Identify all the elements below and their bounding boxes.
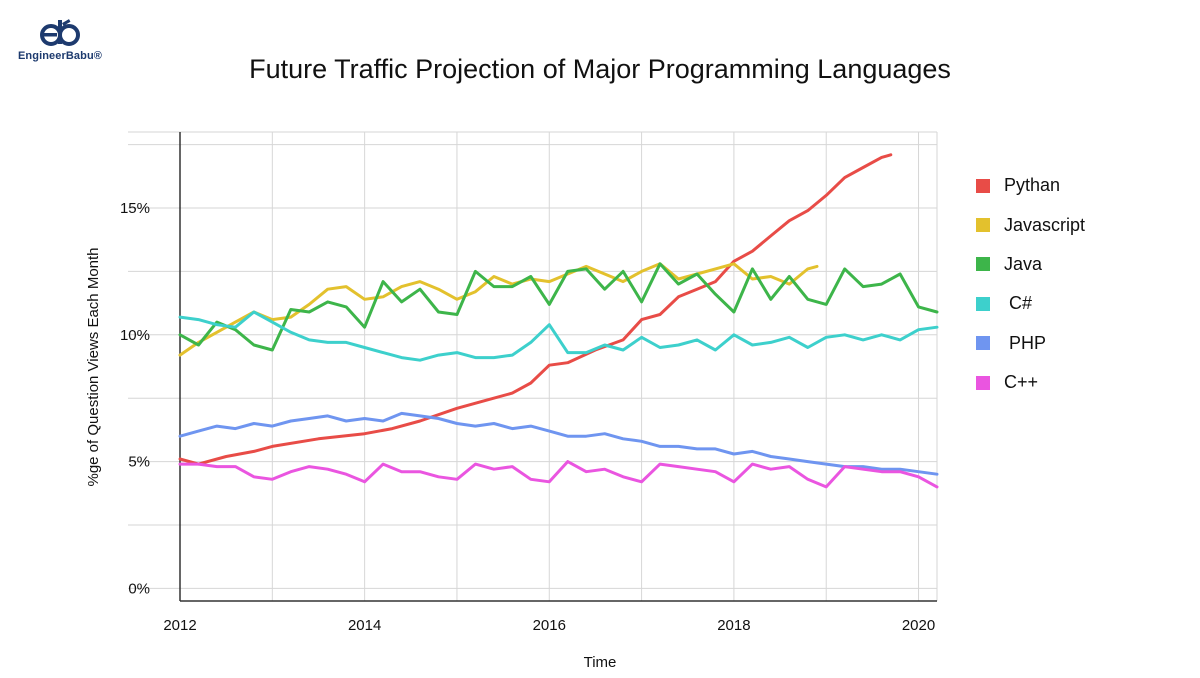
series-line-c <box>178 460 939 489</box>
series-line-java <box>178 262 939 352</box>
chart-legend: Pythan Javascript Java C# PHP C++ <box>976 166 1085 402</box>
legend-label: PHP <box>1004 332 1047 353</box>
gridlines <box>128 131 938 602</box>
legend-item: PHP <box>976 324 1085 363</box>
x-tick-label: 2012 <box>163 617 196 634</box>
legend-label: Pythan <box>1004 175 1061 196</box>
brand-name: EngineerBabu® <box>18 50 102 62</box>
series-line-php <box>178 411 939 476</box>
legend-swatch <box>976 336 990 351</box>
x-tick-label: 2018 <box>717 617 750 634</box>
legend-label: C# <box>1004 293 1033 314</box>
series-line-pythan <box>178 153 893 466</box>
series-lines <box>178 153 939 489</box>
legend-label: C++ <box>1004 372 1039 393</box>
x-tick-label: 2020 <box>902 617 935 634</box>
y-axis-ticks: 0% 5% 10% 15% <box>120 200 150 597</box>
legend-item: Pythan <box>976 166 1085 205</box>
engineerbabu-logo-icon <box>40 19 80 46</box>
x-axis-ticks: 2012 2014 2016 2018 2020 <box>163 617 935 634</box>
legend-label: Javascript <box>1004 214 1086 235</box>
y-tick-label: 15% <box>120 200 150 217</box>
series-line-c <box>178 310 939 362</box>
y-axis-label: %ge of Question Views Each Month <box>85 247 102 486</box>
x-tick-label: 2014 <box>348 617 381 634</box>
chart-title: Future Traffic Projection of Major Progr… <box>249 54 951 84</box>
x-tick-label: 2016 <box>533 617 566 634</box>
x-axis-label: Time <box>584 654 617 671</box>
legend-label: Java <box>1004 253 1043 274</box>
legend-item: Java <box>976 245 1085 284</box>
brand-logo: EngineerBabu® <box>10 18 110 62</box>
legend-swatch <box>976 296 990 311</box>
y-tick-label: 10% <box>120 327 150 344</box>
legend-swatch <box>976 178 990 193</box>
legend-item: C# <box>976 284 1085 323</box>
legend-item: C++ <box>976 363 1085 402</box>
y-tick-label: 5% <box>128 454 150 471</box>
legend-item: Javascript <box>976 205 1085 244</box>
legend-swatch <box>976 375 990 390</box>
y-tick-label: 0% <box>128 580 150 597</box>
legend-swatch <box>976 257 990 272</box>
legend-swatch <box>976 218 990 233</box>
